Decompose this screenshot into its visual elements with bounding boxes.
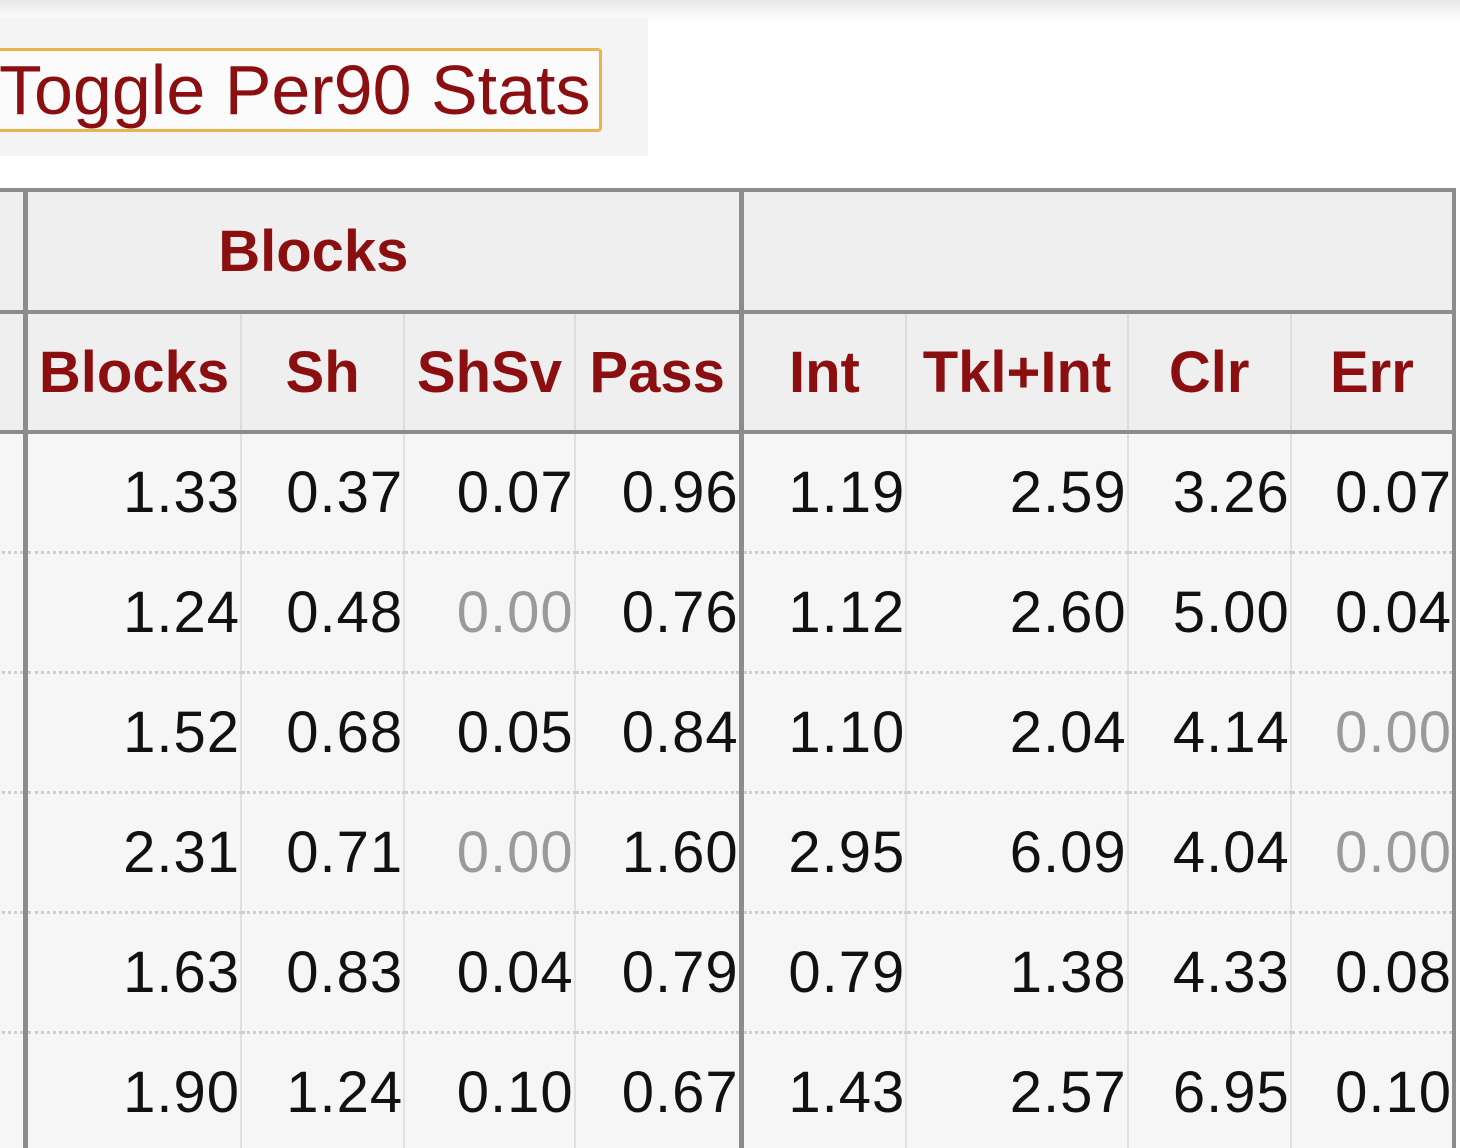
stats-table-container[interactable]: Blocks Blocks Sh ShSv Pass Int Tkl+Int C… [0, 188, 1460, 1148]
cell-int: 1.43 [741, 1032, 908, 1148]
cell-tkl-int: 2.57 [906, 1032, 1129, 1148]
cell-tkl-int: 1.38 [906, 912, 1129, 1034]
column-header-row: Blocks Sh ShSv Pass Int Tkl+Int Clr Err [0, 312, 1457, 434]
table-row: 1.90 1.24 0.10 0.67 1.43 2.57 6.95 0.10 [0, 1032, 1457, 1148]
toggle-container: Toggle Per90 Stats [0, 18, 648, 156]
cell-clr: 4.14 [1127, 672, 1292, 794]
column-header-sh[interactable]: Sh [241, 312, 406, 434]
cell-pass: 0.79 [574, 912, 744, 1034]
cell-int: 1.10 [741, 672, 908, 794]
row-lead-cell [0, 552, 29, 674]
column-header-pass[interactable]: Pass [574, 312, 744, 434]
cell-err: 0.08 [1290, 912, 1457, 1034]
cell-tkl-int: 2.04 [906, 672, 1129, 794]
cell-err: 0.00 [1290, 792, 1457, 914]
group-header-row: Blocks [0, 188, 1456, 314]
toggle-per90-button[interactable]: Toggle Per90 Stats [0, 48, 602, 132]
column-header-int[interactable]: Int [741, 312, 908, 434]
cell-err: 0.07 [1290, 432, 1457, 554]
cell-err: 0.04 [1290, 552, 1457, 674]
cell-clr: 4.04 [1127, 792, 1292, 914]
table-row: 1.33 0.37 0.07 0.96 1.19 2.59 3.26 0.07 [0, 432, 1457, 554]
cell-shsv: 0.10 [404, 1032, 576, 1148]
cell-pass: 1.60 [574, 792, 744, 914]
cell-clr: 5.00 [1127, 552, 1292, 674]
group-header-blocks: Blocks [25, 188, 744, 314]
cell-sh: 0.68 [241, 672, 406, 794]
column-header-shsv[interactable]: ShSv [404, 312, 576, 434]
cell-blocks: 2.31 [25, 792, 243, 914]
column-header-lead [0, 312, 29, 434]
cell-int: 2.95 [741, 792, 908, 914]
cell-sh: 0.71 [241, 792, 406, 914]
cell-tkl-int: 2.59 [906, 432, 1129, 554]
cell-int: 1.19 [741, 432, 908, 554]
column-header-err[interactable]: Err [1290, 312, 1457, 434]
cell-sh: 0.37 [241, 432, 406, 554]
top-shadow [0, 0, 1460, 22]
cell-int: 0.79 [741, 912, 908, 1034]
cell-sh: 1.24 [241, 1032, 406, 1148]
cell-pass: 0.76 [574, 552, 744, 674]
cell-sh: 0.48 [241, 552, 406, 674]
row-lead-cell [0, 792, 29, 914]
cell-shsv: 0.05 [404, 672, 576, 794]
cell-clr: 3.26 [1127, 432, 1292, 554]
cell-shsv: 0.00 [404, 552, 576, 674]
cell-blocks: 1.52 [25, 672, 243, 794]
cell-blocks: 1.24 [25, 552, 243, 674]
cell-sh: 0.83 [241, 912, 406, 1034]
cell-shsv: 0.07 [404, 432, 576, 554]
group-header-blank [741, 188, 1456, 314]
column-header-tkl-int[interactable]: Tkl+Int [906, 312, 1129, 434]
table-row: 1.52 0.68 0.05 0.84 1.10 2.04 4.14 0.00 [0, 672, 1457, 794]
column-header-blocks[interactable]: Blocks [25, 312, 243, 434]
row-lead-cell [0, 672, 29, 794]
cell-int: 1.12 [741, 552, 908, 674]
cell-pass: 0.67 [574, 1032, 744, 1148]
table-row: 2.31 0.71 0.00 1.60 2.95 6.09 4.04 0.00 [0, 792, 1457, 914]
cell-blocks: 1.33 [25, 432, 243, 554]
cell-blocks: 1.63 [25, 912, 243, 1034]
cell-err: 0.10 [1290, 1032, 1457, 1148]
row-lead-cell [0, 432, 29, 554]
cell-clr: 4.33 [1127, 912, 1292, 1034]
table-row: 1.63 0.83 0.04 0.79 0.79 1.38 4.33 0.08 [0, 912, 1457, 1034]
column-header-clr[interactable]: Clr [1127, 312, 1292, 434]
group-header-lead [0, 188, 29, 314]
cell-shsv: 0.04 [404, 912, 576, 1034]
row-lead-cell [0, 1032, 29, 1148]
table-row: 1.24 0.48 0.00 0.76 1.12 2.60 5.00 0.04 [0, 552, 1457, 674]
cell-err: 0.00 [1290, 672, 1457, 794]
cell-shsv: 0.00 [404, 792, 576, 914]
cell-pass: 0.84 [574, 672, 744, 794]
table-body: 1.33 0.37 0.07 0.96 1.19 2.59 3.26 0.07 … [0, 432, 1457, 1148]
row-lead-cell [0, 912, 29, 1034]
cell-tkl-int: 2.60 [906, 552, 1129, 674]
cell-pass: 0.96 [574, 432, 744, 554]
cell-clr: 6.95 [1127, 1032, 1292, 1148]
stats-table: Blocks Blocks Sh ShSv Pass Int Tkl+Int C… [0, 188, 1457, 1148]
cell-tkl-int: 6.09 [906, 792, 1129, 914]
cell-blocks: 1.90 [25, 1032, 243, 1148]
